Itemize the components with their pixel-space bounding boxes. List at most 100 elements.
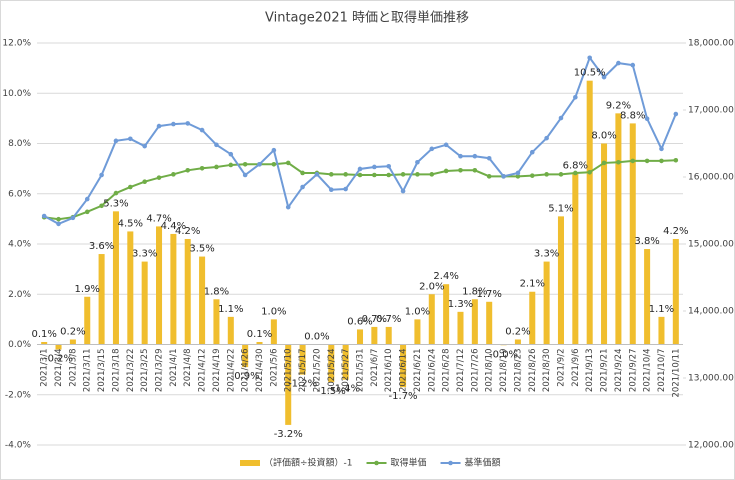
x-tick-label: 2021/5/10 bbox=[284, 349, 294, 393]
marker bbox=[400, 172, 406, 177]
x-tick-label: 2021/6/28 bbox=[442, 349, 452, 393]
marker bbox=[257, 161, 262, 167]
marker bbox=[199, 127, 205, 133]
data-label: 1.8% bbox=[462, 286, 487, 297]
marker bbox=[587, 55, 592, 61]
bar bbox=[156, 226, 163, 345]
marker bbox=[458, 168, 463, 173]
marker bbox=[41, 213, 47, 219]
bar bbox=[371, 326, 378, 345]
data-label: 1.7% bbox=[476, 289, 501, 300]
x-tick-label: 2021/9/24 bbox=[614, 349, 624, 393]
marker bbox=[472, 153, 478, 159]
data-label: 9.2% bbox=[606, 100, 631, 111]
marker bbox=[185, 168, 191, 173]
data-label: -1.7% bbox=[389, 391, 418, 402]
bar bbox=[285, 344, 292, 425]
marker bbox=[271, 147, 277, 153]
data-label: 0.2% bbox=[505, 326, 530, 337]
x-tick-label: 2021/6/14 bbox=[399, 349, 409, 393]
bar bbox=[98, 254, 105, 345]
x-tick-label: 2021/4/1 bbox=[169, 349, 179, 387]
marker bbox=[285, 160, 291, 166]
data-label: 1.0% bbox=[405, 306, 430, 317]
y2-tick-label: 14,000.00 bbox=[688, 307, 734, 317]
data-label: 4.2% bbox=[175, 226, 200, 237]
data-label: 3.3% bbox=[132, 249, 157, 260]
marker bbox=[400, 188, 406, 194]
x-tick-label: 2021/3/18 bbox=[111, 349, 121, 393]
marker bbox=[328, 187, 334, 193]
bar bbox=[615, 113, 622, 345]
x-tick-label: 2021/8/30 bbox=[542, 349, 552, 393]
bar bbox=[486, 301, 493, 345]
x-tick-label: 2021/4/30 bbox=[255, 349, 265, 393]
x-tick-label: 2021/10/7 bbox=[657, 349, 667, 393]
marker bbox=[214, 164, 219, 170]
data-label: 0.7% bbox=[362, 314, 387, 325]
marker bbox=[429, 146, 435, 152]
marker bbox=[185, 121, 191, 126]
marker bbox=[171, 121, 176, 127]
marker bbox=[443, 168, 449, 174]
data-label: 1.8% bbox=[204, 286, 229, 297]
marker bbox=[372, 172, 377, 178]
marker bbox=[673, 157, 679, 163]
legend-label: 取得単価 bbox=[391, 457, 427, 469]
bar bbox=[41, 341, 48, 345]
marker bbox=[228, 162, 234, 168]
bar bbox=[543, 261, 550, 345]
legend-marker bbox=[448, 460, 453, 466]
bar bbox=[55, 344, 62, 350]
marker bbox=[544, 135, 549, 141]
x-tick-label: 2021/3/8 bbox=[68, 349, 78, 387]
x-tick-label: 2021/7/26 bbox=[470, 349, 480, 393]
marker bbox=[142, 143, 147, 149]
x-tick-label: 2021/5/31 bbox=[356, 349, 366, 393]
bar bbox=[184, 238, 191, 345]
marker bbox=[56, 221, 61, 227]
marker bbox=[587, 170, 592, 175]
marker bbox=[386, 163, 392, 169]
marker bbox=[659, 146, 664, 152]
y2-tick-label: 16,000.00 bbox=[688, 173, 734, 183]
x-tick-label: 2021/10/4 bbox=[643, 349, 653, 393]
x-tick-label: 2021/10/11 bbox=[671, 349, 681, 398]
marker bbox=[601, 74, 607, 80]
x-tick-label: 2021/5/6 bbox=[269, 349, 279, 387]
marker bbox=[644, 116, 650, 122]
bar bbox=[428, 294, 435, 345]
marker bbox=[472, 168, 478, 173]
data-label: 1.3% bbox=[448, 299, 473, 310]
x-tick-label: 2021/3/22 bbox=[126, 349, 136, 393]
marker bbox=[486, 155, 492, 161]
bar bbox=[400, 344, 407, 388]
data-label: -3.2% bbox=[274, 429, 303, 440]
data-label: 0.6% bbox=[347, 316, 372, 327]
bar bbox=[601, 143, 608, 345]
marker bbox=[70, 215, 76, 221]
data-label: -1.5% bbox=[317, 386, 346, 397]
x-tick-label: 2021/6/21 bbox=[413, 349, 423, 393]
marker bbox=[113, 138, 119, 144]
y-tick-label: -2.0% bbox=[5, 390, 32, 400]
bar bbox=[644, 249, 651, 345]
data-label: 2.0% bbox=[419, 281, 444, 292]
bar bbox=[471, 299, 478, 345]
marker bbox=[113, 190, 119, 196]
y-tick-label: -4.0% bbox=[5, 441, 32, 451]
marker bbox=[529, 149, 535, 155]
marker bbox=[573, 94, 578, 100]
data-label: 2.1% bbox=[520, 279, 545, 290]
data-label: 0.1% bbox=[247, 329, 272, 340]
bar bbox=[256, 341, 263, 345]
marker bbox=[573, 170, 578, 176]
y-tick-label: 0.0% bbox=[8, 340, 31, 350]
bar bbox=[514, 339, 521, 345]
chart-title: Vintage2021 時価と取得単価推移 bbox=[265, 10, 469, 26]
bar bbox=[356, 329, 364, 345]
marker bbox=[300, 184, 305, 190]
x-tick-label: 2021/8/10 bbox=[485, 349, 495, 393]
y2-tick-label: 13,000.00 bbox=[688, 374, 734, 384]
